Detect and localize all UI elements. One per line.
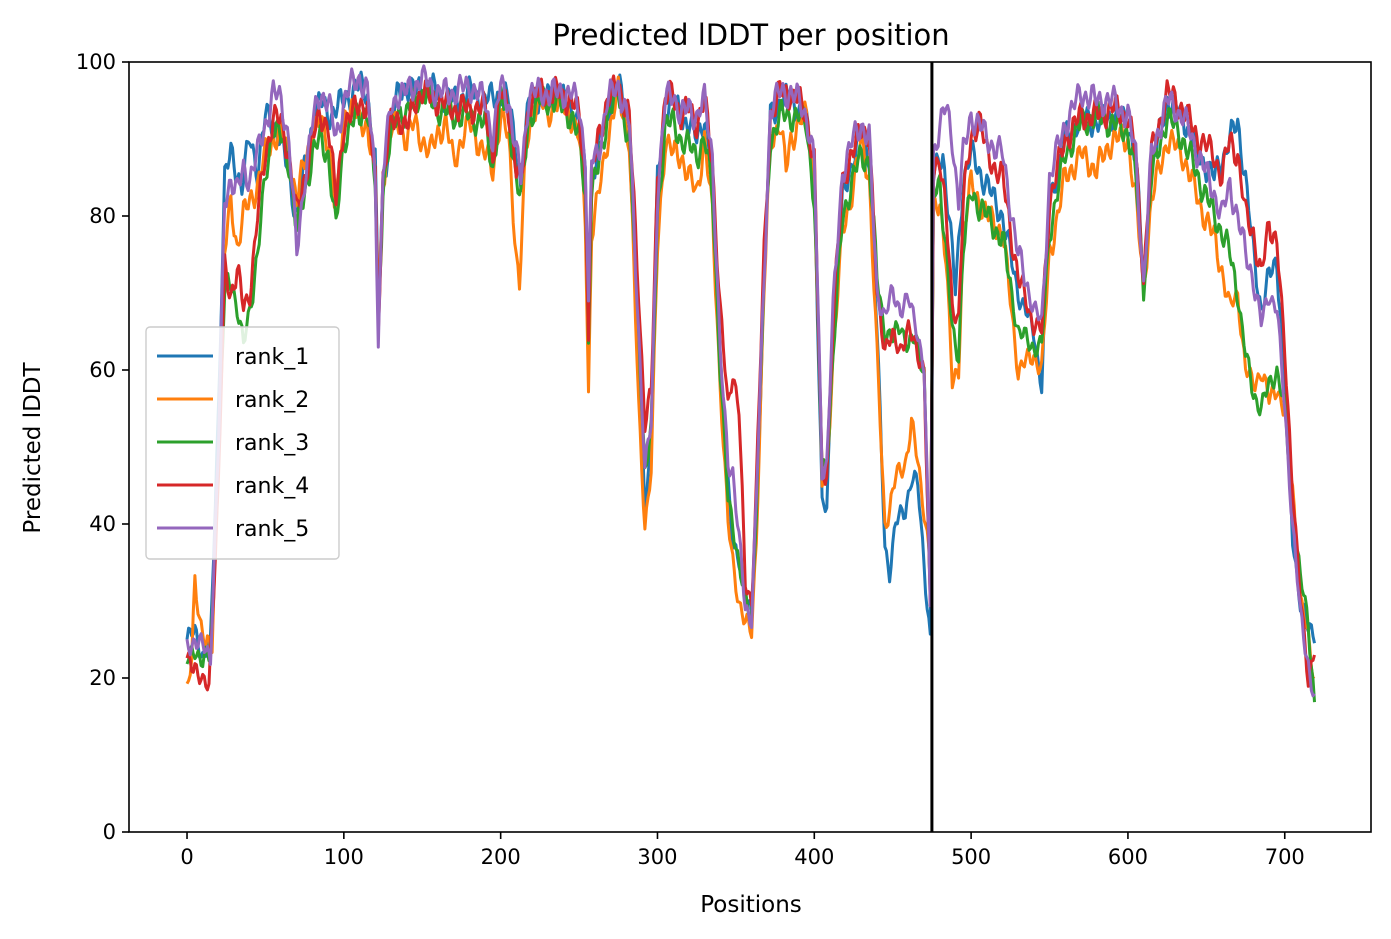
x-axis-ticks: 0 100 200 300 400 500 600 700: [180, 832, 1305, 869]
y-tick-label: 100: [76, 50, 116, 74]
x-tick-label: 700: [1265, 845, 1305, 869]
legend: rank_1 rank_2 rank_3 rank_4 rank_5: [145, 326, 340, 560]
legend-label-rank-2: rank_2: [235, 388, 309, 413]
x-tick-label: 200: [481, 845, 521, 869]
y-tick-label: 80: [89, 204, 116, 228]
x-tick-label: 400: [794, 845, 834, 869]
series-line-rank-5: [185, 64, 1316, 698]
x-tick-label: 100: [324, 845, 364, 869]
plot-frame: [128, 61, 1372, 833]
chart-title: Predicted lDDT per position: [552, 18, 949, 52]
x-tick-label: 0: [180, 845, 193, 869]
x-tick-label: 300: [637, 845, 677, 869]
y-tick-label: 20: [89, 666, 116, 690]
legend-items: rank_1 rank_2 rank_3 rank_4 rank_5: [157, 345, 309, 542]
legend-label-rank-5: rank_5: [235, 517, 309, 542]
legend-label-rank-4: rank_4: [235, 474, 309, 499]
legend-label-rank-1: rank_1: [235, 345, 309, 370]
y-tick-label: 60: [89, 358, 116, 382]
plot-area: [185, 62, 1316, 832]
x-tick-label: 600: [1108, 845, 1148, 869]
y-tick-label: 40: [89, 512, 116, 536]
x-axis-label: Positions: [700, 892, 802, 918]
y-axis-label: Predicted lDDT: [20, 361, 46, 533]
series-layer: [185, 64, 1316, 703]
legend-label-rank-3: rank_3: [235, 431, 309, 456]
x-tick-label: 500: [951, 845, 991, 869]
y-axis-ticks: 0 20 40 60 80 100: [76, 50, 129, 844]
y-tick-label: 0: [103, 820, 116, 844]
legend-box: [145, 326, 340, 560]
